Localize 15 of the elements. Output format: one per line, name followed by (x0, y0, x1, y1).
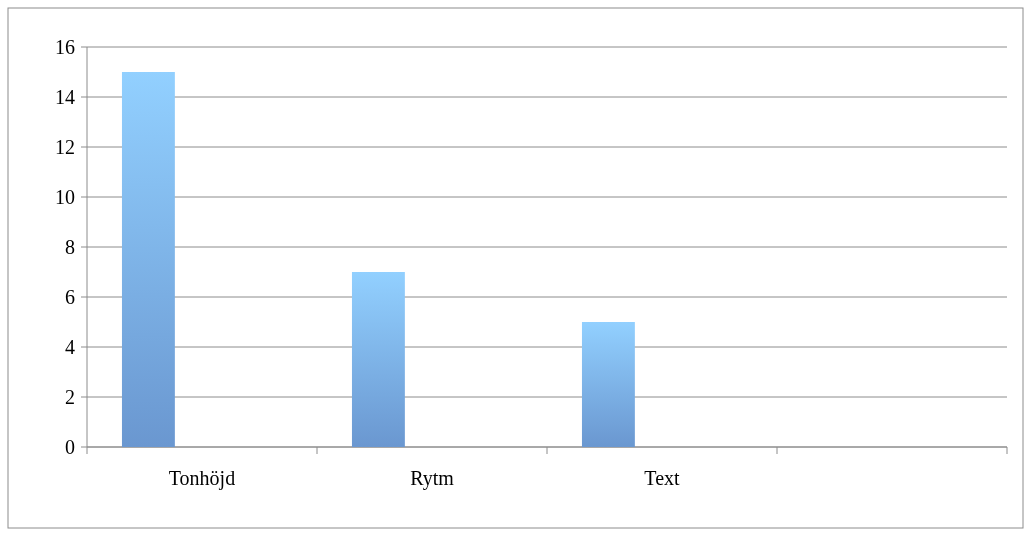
x-tick-label: Rytm (410, 467, 455, 490)
y-tick-label: 8 (65, 236, 75, 258)
y-tick-label: 10 (55, 186, 75, 208)
bar (121, 72, 175, 447)
y-tick-label: 16 (55, 36, 75, 58)
y-tick-label: 4 (65, 336, 75, 358)
x-tick-label: Tonhöjd (168, 467, 236, 490)
y-tick-label: 6 (65, 286, 75, 308)
bar (351, 272, 405, 447)
y-tick-label: 12 (55, 136, 75, 158)
y-tick-label: 14 (55, 86, 75, 108)
bar (581, 322, 635, 447)
y-tick-label: 0 (65, 436, 75, 458)
y-tick-label: 2 (65, 386, 75, 408)
x-tick-label: Text (644, 467, 681, 489)
